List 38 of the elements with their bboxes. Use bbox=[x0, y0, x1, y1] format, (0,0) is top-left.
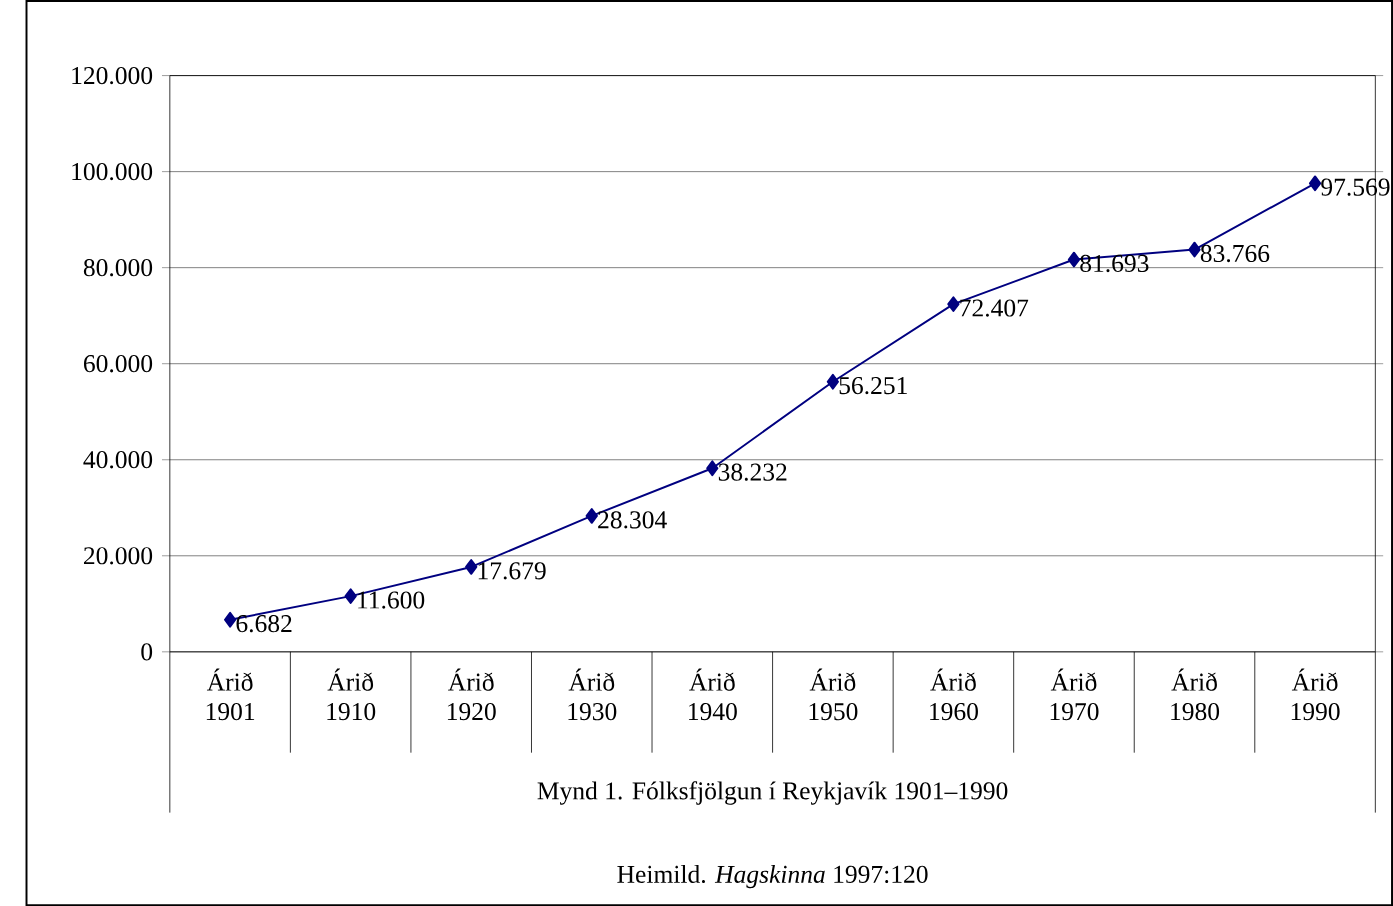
x-axis-title: Mynd 1. Fólksfjölgun í Reykjavík 1901–1990 bbox=[537, 781, 1008, 805]
x-tick-label: Árið 1980 bbox=[1171, 668, 1220, 721]
y-tick-label: 20.000 bbox=[84, 547, 153, 565]
y-tick-label: 120.000 bbox=[72, 66, 153, 85]
point bbox=[1188, 241, 1201, 258]
data-label: 81.693 bbox=[1080, 254, 1149, 273]
x-tick-label: Árið 1950 bbox=[809, 668, 858, 721]
x-tick-label: Árið 1930 bbox=[568, 668, 617, 721]
y-tick-label: 60.000 bbox=[84, 355, 153, 373]
y-tick-label: 100.000 bbox=[72, 162, 153, 181]
y-tick-label: 80.000 bbox=[83, 258, 153, 277]
data-label: 83.766 bbox=[1200, 244, 1270, 263]
point bbox=[585, 508, 598, 524]
point bbox=[1308, 175, 1322, 192]
point bbox=[344, 588, 357, 604]
data-label: 6.682 bbox=[236, 614, 292, 633]
x-tick-label: Árið 1970 bbox=[1050, 668, 1099, 721]
y-tick-label: 0 bbox=[141, 643, 153, 661]
x-tick-label: Árið 1960 bbox=[930, 668, 978, 721]
point bbox=[947, 296, 960, 312]
data-label: 56.251 bbox=[839, 376, 907, 395]
point bbox=[826, 373, 839, 390]
data-label: 17.679 bbox=[478, 562, 546, 580]
text: Heimild. Hagskinna 1997:120 bbox=[617, 864, 928, 889]
point bbox=[465, 559, 478, 575]
x-tick-label: Árið 1940 bbox=[689, 668, 737, 721]
x-tick-label: Árið 1910 bbox=[327, 668, 376, 721]
data-label: 72.407 bbox=[960, 299, 1029, 317]
point bbox=[1067, 251, 1081, 268]
x-tick-label: Árið 1901 bbox=[206, 668, 255, 721]
x-tick-label: Árið 1990 bbox=[1291, 668, 1340, 721]
data-label: 28.304 bbox=[598, 511, 667, 529]
y-tick-label: 40.000 bbox=[83, 451, 153, 469]
point bbox=[223, 611, 237, 628]
point bbox=[706, 460, 719, 477]
data-label: 38.232 bbox=[718, 463, 787, 481]
x-tick-label: Árið 1920 bbox=[447, 668, 496, 721]
data-label: 11.600 bbox=[358, 591, 425, 609]
